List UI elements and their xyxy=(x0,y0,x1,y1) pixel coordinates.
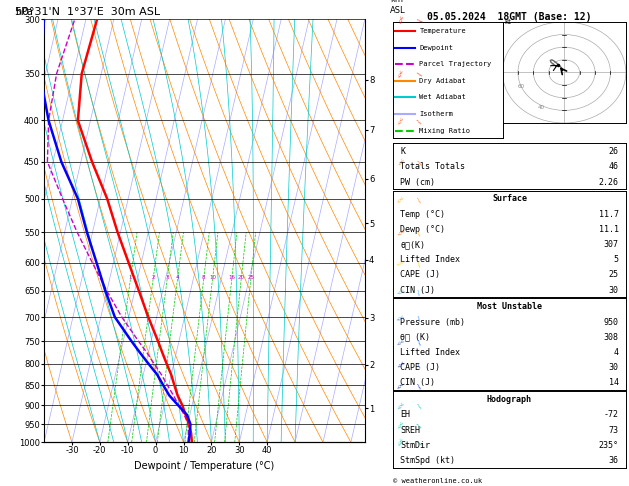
Text: 5: 5 xyxy=(614,255,619,264)
Text: Pressure (mb): Pressure (mb) xyxy=(400,317,465,327)
Text: Dewpoint: Dewpoint xyxy=(420,45,454,51)
Text: 30: 30 xyxy=(609,363,619,372)
Text: StmSpd (kt): StmSpd (kt) xyxy=(400,456,455,465)
Text: Parcel Trajectory: Parcel Trajectory xyxy=(420,61,492,67)
Text: >>: >> xyxy=(394,400,404,410)
Text: 46: 46 xyxy=(609,162,619,171)
Text: Dry Adiabat: Dry Adiabat xyxy=(420,78,466,84)
Text: θᴇ(K): θᴇ(K) xyxy=(400,240,425,249)
Text: 4: 4 xyxy=(614,348,619,357)
Text: 16: 16 xyxy=(228,275,235,280)
Text: /: / xyxy=(415,440,421,444)
Text: CAPE (J): CAPE (J) xyxy=(400,270,440,279)
Text: >>: >> xyxy=(394,194,404,204)
Text: /: / xyxy=(415,71,421,76)
Text: Temperature: Temperature xyxy=(420,28,466,34)
Text: >>: >> xyxy=(396,437,403,448)
Text: 950: 950 xyxy=(604,317,619,327)
Text: Isotherm: Isotherm xyxy=(420,111,454,117)
Text: >>: >> xyxy=(395,156,404,167)
Text: >>: >> xyxy=(396,15,403,24)
Text: /: / xyxy=(415,361,421,367)
Text: /: / xyxy=(415,382,421,388)
Text: PW (cm): PW (cm) xyxy=(400,177,435,187)
Text: 10: 10 xyxy=(209,275,216,280)
Text: 60: 60 xyxy=(518,84,525,89)
Text: hPa: hPa xyxy=(15,7,33,17)
Text: EH: EH xyxy=(400,410,410,419)
Text: /: / xyxy=(415,402,421,408)
Text: 3: 3 xyxy=(165,275,169,280)
Text: >>: >> xyxy=(394,259,404,267)
Text: 26: 26 xyxy=(609,147,619,156)
X-axis label: Dewpoint / Temperature (°C): Dewpoint / Temperature (°C) xyxy=(135,461,274,471)
Text: 11.7: 11.7 xyxy=(599,209,619,219)
Text: Mixing Ratio (g/kg): Mixing Ratio (g/kg) xyxy=(445,198,452,264)
Text: StmDir: StmDir xyxy=(400,441,430,450)
Text: /: / xyxy=(415,196,421,202)
Text: >>: >> xyxy=(395,419,404,430)
Text: 50°31'N  1°37'E  30m ASL: 50°31'N 1°37'E 30m ASL xyxy=(15,7,160,17)
Text: Most Unstable: Most Unstable xyxy=(477,302,542,311)
Text: CAPE (J): CAPE (J) xyxy=(400,363,440,372)
Text: θᴇ (K): θᴇ (K) xyxy=(400,333,430,342)
Text: Lifted Index: Lifted Index xyxy=(400,348,460,357)
Text: km
ASL: km ASL xyxy=(390,0,406,15)
Text: SREH: SREH xyxy=(400,426,420,434)
Text: 14: 14 xyxy=(609,379,619,387)
Text: 73: 73 xyxy=(609,426,619,434)
Text: /: / xyxy=(415,159,421,165)
Text: /: / xyxy=(416,314,421,320)
Text: LCL: LCL xyxy=(435,434,448,440)
Text: 308: 308 xyxy=(604,333,619,342)
Text: 2: 2 xyxy=(151,275,155,280)
Text: Temp (°C): Temp (°C) xyxy=(400,209,445,219)
Text: >>: >> xyxy=(394,359,404,369)
Text: 36: 36 xyxy=(609,456,619,465)
Text: /: / xyxy=(416,260,421,266)
Text: 307: 307 xyxy=(604,240,619,249)
Text: >>: >> xyxy=(394,380,404,390)
Text: >>: >> xyxy=(395,115,404,126)
Text: >>: >> xyxy=(394,312,404,321)
Text: 25: 25 xyxy=(247,275,254,280)
Text: kt: kt xyxy=(505,19,512,25)
Text: /: / xyxy=(415,422,421,427)
Text: >>: >> xyxy=(394,336,404,346)
Text: Hodograph: Hodograph xyxy=(487,395,532,404)
Text: /: / xyxy=(415,118,421,123)
Text: /: / xyxy=(415,229,421,235)
Text: 4: 4 xyxy=(175,275,179,280)
Text: Mixing Ratio: Mixing Ratio xyxy=(420,127,470,134)
Text: © weatheronline.co.uk: © weatheronline.co.uk xyxy=(393,478,482,484)
Text: -72: -72 xyxy=(604,410,619,419)
Text: 20: 20 xyxy=(238,275,245,280)
Text: CIN (J): CIN (J) xyxy=(400,286,435,295)
Text: Surface: Surface xyxy=(492,194,527,203)
Text: >>: >> xyxy=(394,227,404,237)
Text: K: K xyxy=(400,147,405,156)
Text: 30: 30 xyxy=(609,286,619,295)
Text: /: / xyxy=(415,18,421,21)
Text: 1: 1 xyxy=(128,275,132,280)
Text: Totals Totals: Totals Totals xyxy=(400,162,465,171)
Text: Wet Adiabat: Wet Adiabat xyxy=(420,94,466,101)
Text: CIN (J): CIN (J) xyxy=(400,379,435,387)
Text: /: / xyxy=(416,338,421,345)
Text: 11.1: 11.1 xyxy=(599,225,619,234)
Text: 2.26: 2.26 xyxy=(599,177,619,187)
Text: 05.05.2024  18GMT (Base: 12): 05.05.2024 18GMT (Base: 12) xyxy=(427,12,592,22)
Text: /: / xyxy=(416,288,421,294)
Text: Dewp (°C): Dewp (°C) xyxy=(400,225,445,234)
Text: >>: >> xyxy=(396,69,403,79)
Text: 40: 40 xyxy=(537,105,544,110)
Text: >>: >> xyxy=(394,287,404,295)
Text: Lifted Index: Lifted Index xyxy=(400,255,460,264)
Text: 25: 25 xyxy=(609,270,619,279)
Text: 8: 8 xyxy=(202,275,205,280)
Text: 235°: 235° xyxy=(599,441,619,450)
